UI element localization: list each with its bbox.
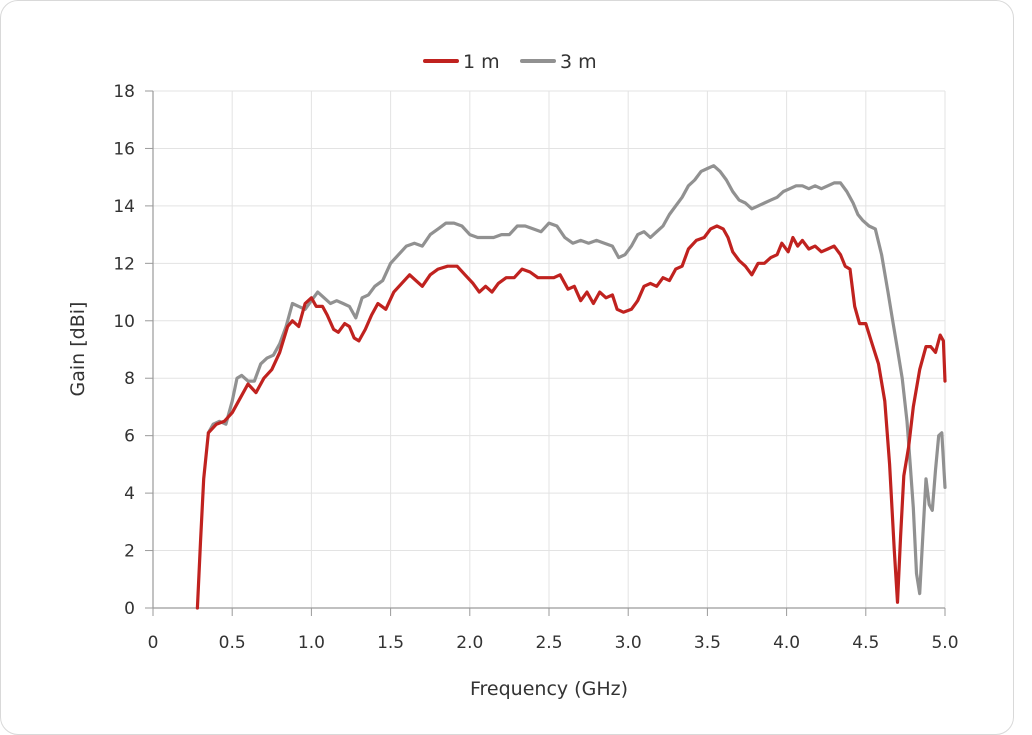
x-tick-label: 2.5 [535,633,562,653]
series-lines [195,164,947,610]
y-tick-label: 16 [113,139,135,159]
legend-label: 1 m [463,51,500,73]
tick-labels: 0 0.5 1.0 1.5 2.0 2.5 3.0 3.5 4.0 4.5 5.0 0 2 4 6 8 10 12… [113,82,958,653]
y-tick-label: 4 [124,484,135,504]
x-tick-label: 1.5 [377,633,404,653]
legend-label: 3 m [560,51,597,73]
series-line-1m [195,224,947,610]
y-tick-label: 2 [124,542,135,562]
grid-lines [152,90,946,609]
y-tick-label: 10 [113,312,135,332]
x-tick-label: 3.0 [615,633,642,653]
x-tick-label: 4.5 [852,633,879,653]
x-tick-label: 1.0 [298,633,325,653]
legend: 1 m 3 m [423,51,597,73]
x-tick-label: 3.5 [694,633,721,653]
x-tick-label: 0 [148,633,159,653]
y-tick-label: 12 [113,254,135,274]
y-axis-label: Gain [dBi] [67,302,89,397]
x-axis-label: Frequency (GHz) [470,678,628,700]
y-tick-label: 18 [113,82,135,102]
series-line-3m [206,164,947,596]
y-tick-label: 6 [124,427,135,447]
x-tick-label: 5.0 [931,633,958,653]
y-tick-label: 0 [124,599,135,619]
x-tick-label: 4.0 [773,633,800,653]
y-tick-label: 14 [113,197,135,217]
x-tick-label: 0.5 [219,633,246,653]
axes [145,90,946,616]
y-tick-label: 8 [124,369,135,389]
x-tick-label: 2.0 [456,633,483,653]
